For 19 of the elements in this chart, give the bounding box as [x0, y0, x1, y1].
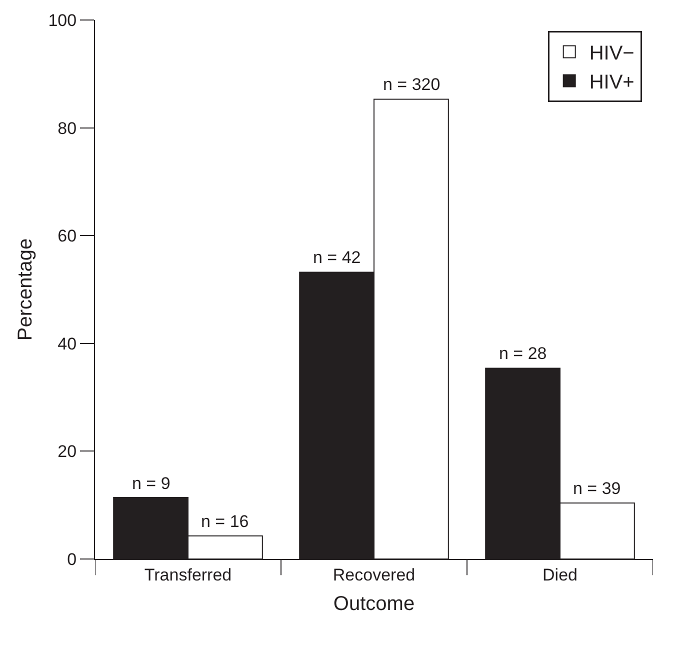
- x-tick-label: Recovered: [332, 565, 416, 584]
- annotation: n = 16: [201, 512, 249, 531]
- legend-label: HIV−: [589, 42, 634, 65]
- y-tick-label: 60: [58, 226, 77, 246]
- annotation: n = 42: [313, 248, 361, 267]
- x-tick-label: Died: [542, 565, 578, 584]
- x-tick-label: Transferred: [144, 565, 232, 584]
- y-tick-label: 20: [58, 442, 77, 462]
- y-tick-label: 0: [67, 550, 77, 569]
- y-tick-label: 80: [58, 118, 77, 138]
- y-tick-label: 40: [58, 334, 77, 354]
- legend-label: HIV+: [589, 72, 634, 94]
- annotation: n = 39: [573, 479, 621, 498]
- y-axis-title: Percentage: [14, 238, 37, 341]
- annotation: n = 28: [499, 344, 547, 363]
- x-axis-title: Outcome: [333, 592, 415, 615]
- annotation: n = 320: [383, 75, 440, 94]
- y-tick-label: 100: [48, 10, 77, 30]
- annotation: n = 9: [132, 474, 170, 493]
